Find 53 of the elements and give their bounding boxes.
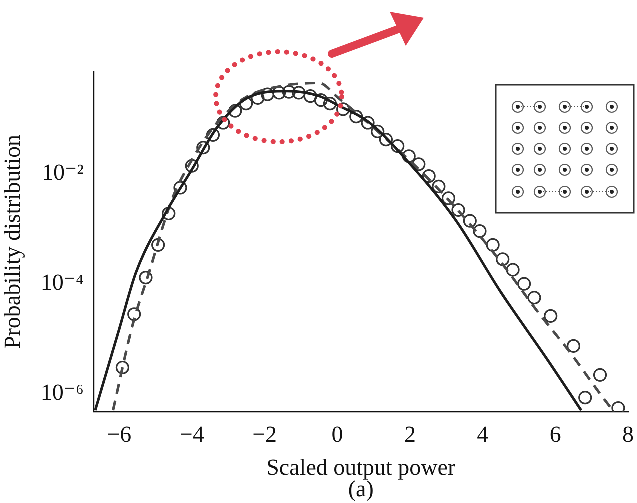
- point: [422, 170, 436, 184]
- point: [578, 391, 592, 405]
- point: [371, 124, 385, 139]
- point: [452, 203, 466, 218]
- y-tick-label: 10⁻⁶: [40, 380, 84, 406]
- point: [292, 86, 306, 100]
- point: [473, 224, 487, 238]
- x-tick-label: −6: [107, 422, 132, 447]
- x-tick-label: 6: [550, 422, 562, 447]
- point: [544, 309, 558, 323]
- point: [260, 88, 275, 102]
- point: [463, 214, 477, 228]
- x-axis-title: Scaled output power: [266, 455, 456, 480]
- point: [361, 116, 375, 130]
- point: [402, 150, 416, 164]
- point: [442, 192, 456, 206]
- point: [486, 238, 500, 252]
- point: [336, 102, 350, 116]
- point: [566, 339, 581, 353]
- point: [206, 128, 220, 142]
- point: [152, 238, 166, 252]
- point: [196, 141, 210, 155]
- point: [323, 97, 338, 111]
- y-tick-label: 10⁻⁴: [40, 270, 84, 296]
- point: [116, 360, 130, 375]
- y-axis-title: Probability distribution: [0, 134, 25, 350]
- y-tick-label: 10⁻²: [42, 160, 84, 186]
- point: [518, 277, 532, 291]
- point: [228, 104, 242, 118]
- point: [272, 86, 286, 100]
- point: [350, 110, 364, 124]
- x-tick-label: 8: [622, 422, 634, 447]
- point: [314, 94, 328, 108]
- point: [128, 308, 142, 322]
- point: [506, 263, 520, 277]
- point: [528, 291, 542, 305]
- x-tick-label: −2: [252, 422, 278, 447]
- point: [139, 270, 153, 285]
- point: [304, 90, 318, 104]
- point: [216, 116, 230, 130]
- point: [174, 181, 188, 195]
- x-tick-label: −4: [180, 422, 205, 447]
- point: [432, 180, 446, 194]
- point: [593, 368, 608, 382]
- point: [379, 133, 393, 147]
- x-tick-label: 2: [404, 422, 416, 447]
- x-tick-label: 4: [477, 422, 490, 447]
- point: [391, 140, 405, 154]
- point: [162, 206, 176, 221]
- point: [496, 252, 510, 266]
- point: [282, 85, 296, 99]
- x-tick-label: 0: [332, 422, 344, 447]
- point: [185, 159, 199, 173]
